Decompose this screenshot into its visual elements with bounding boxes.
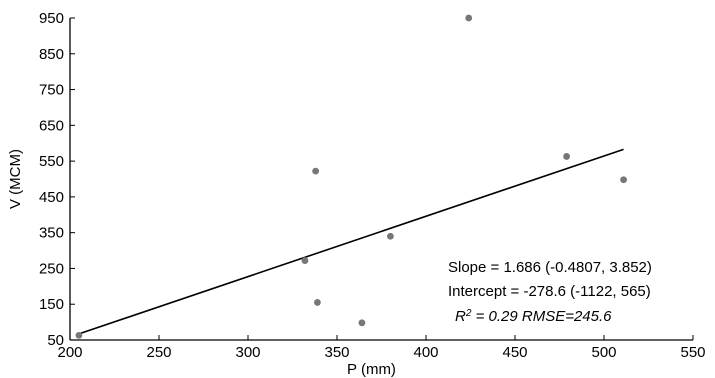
x-tick-label: 350 (324, 344, 349, 361)
data-point (465, 14, 473, 22)
r2-rmse-annotation: R2 = 0.29 RMSE=245.6 (455, 308, 612, 326)
x-tick-label: 450 (502, 344, 527, 361)
y-tick-label: 450 (39, 189, 64, 206)
fit-statistics: Slope = 1.686 (-0.4807, 3.852) Intercept… (448, 259, 652, 325)
r2-superscript: 2 (465, 308, 472, 319)
fit-layer (78, 148, 624, 335)
x-tick-label: 500 (591, 344, 616, 361)
axes (69, 18, 693, 341)
data-point (358, 319, 366, 327)
y-tick-label: 750 (39, 82, 64, 99)
y-tick-label: 350 (39, 225, 64, 242)
y-axis-title: V (MCM) (7, 149, 24, 209)
r2-prefix: R (455, 308, 466, 325)
y-tick-label: 850 (39, 46, 64, 63)
data-point (620, 176, 627, 184)
data-point (312, 167, 320, 175)
slope-annotation: Slope = 1.686 (-0.4807, 3.852) (448, 259, 652, 276)
r2-rest: = 0.29 RMSE=245.6 (471, 308, 612, 325)
ticks: 200 250 300 350 400 450 500 550 50 150 250 350 450 55… (39, 10, 706, 361)
x-axis-title: P (mm) (347, 361, 396, 378)
y-tick-label: 650 (39, 117, 64, 134)
data-point (314, 299, 321, 306)
x-tick-label: 400 (413, 344, 438, 361)
intercept-annotation: Intercept = -278.6 (-1122, 565) (448, 283, 651, 300)
data-point (301, 257, 309, 264)
y-tick-label: 250 (39, 260, 64, 277)
data-point (75, 331, 83, 339)
y-tick-label: 150 (39, 296, 64, 313)
x-tick-label: 300 (235, 344, 260, 361)
x-tick-label: 250 (146, 344, 171, 361)
data-point (387, 232, 394, 240)
y-tick-label: 550 (39, 153, 64, 170)
y-tick-label: 50 (47, 332, 64, 349)
points-layer (75, 14, 627, 339)
regression-line (78, 148, 624, 335)
y-tick-label: 950 (39, 10, 64, 27)
x-tick-label: 550 (680, 344, 705, 361)
data-point (563, 153, 571, 160)
x-tick-label: 200 (57, 344, 82, 361)
